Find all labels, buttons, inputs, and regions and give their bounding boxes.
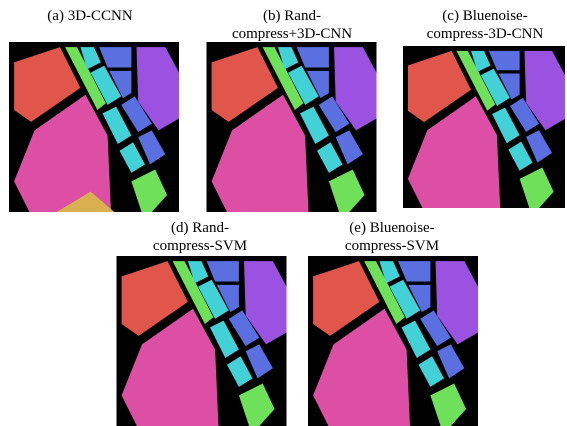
- caption: (e) Bluenoise-: [349, 220, 434, 236]
- caption: compress-3D-CNN: [427, 26, 544, 42]
- classification-map: [9, 42, 179, 212]
- caption: (a) 3D-CCNN: [47, 8, 133, 24]
- panel-d: (d) Rand- compress-SVM: [117, 220, 287, 426]
- figure: (a) 3D-CCNN (b) Rand- compress+3D-CNN (c…: [0, 0, 567, 426]
- classification-map: [308, 256, 478, 426]
- caption: compress-SVM: [345, 238, 439, 254]
- panel-c: (c) Bluenoise- compress-3D-CNN: [403, 8, 565, 208]
- classification-map: [207, 42, 377, 212]
- panel-a: (a) 3D-CCNN: [9, 8, 179, 212]
- classification-map: [117, 256, 287, 426]
- panel-e: (e) Bluenoise- compress-SVM: [308, 220, 478, 426]
- caption: compress-SVM: [153, 238, 247, 254]
- classification-map: [403, 46, 565, 208]
- panel-b: (b) Rand- compress+3D-CNN: [207, 8, 377, 212]
- caption: (b) Rand-: [263, 8, 321, 24]
- caption: (d) Rand-: [171, 220, 229, 236]
- caption: compress+3D-CNN: [232, 26, 352, 42]
- caption: (c) Bluenoise-: [442, 8, 527, 24]
